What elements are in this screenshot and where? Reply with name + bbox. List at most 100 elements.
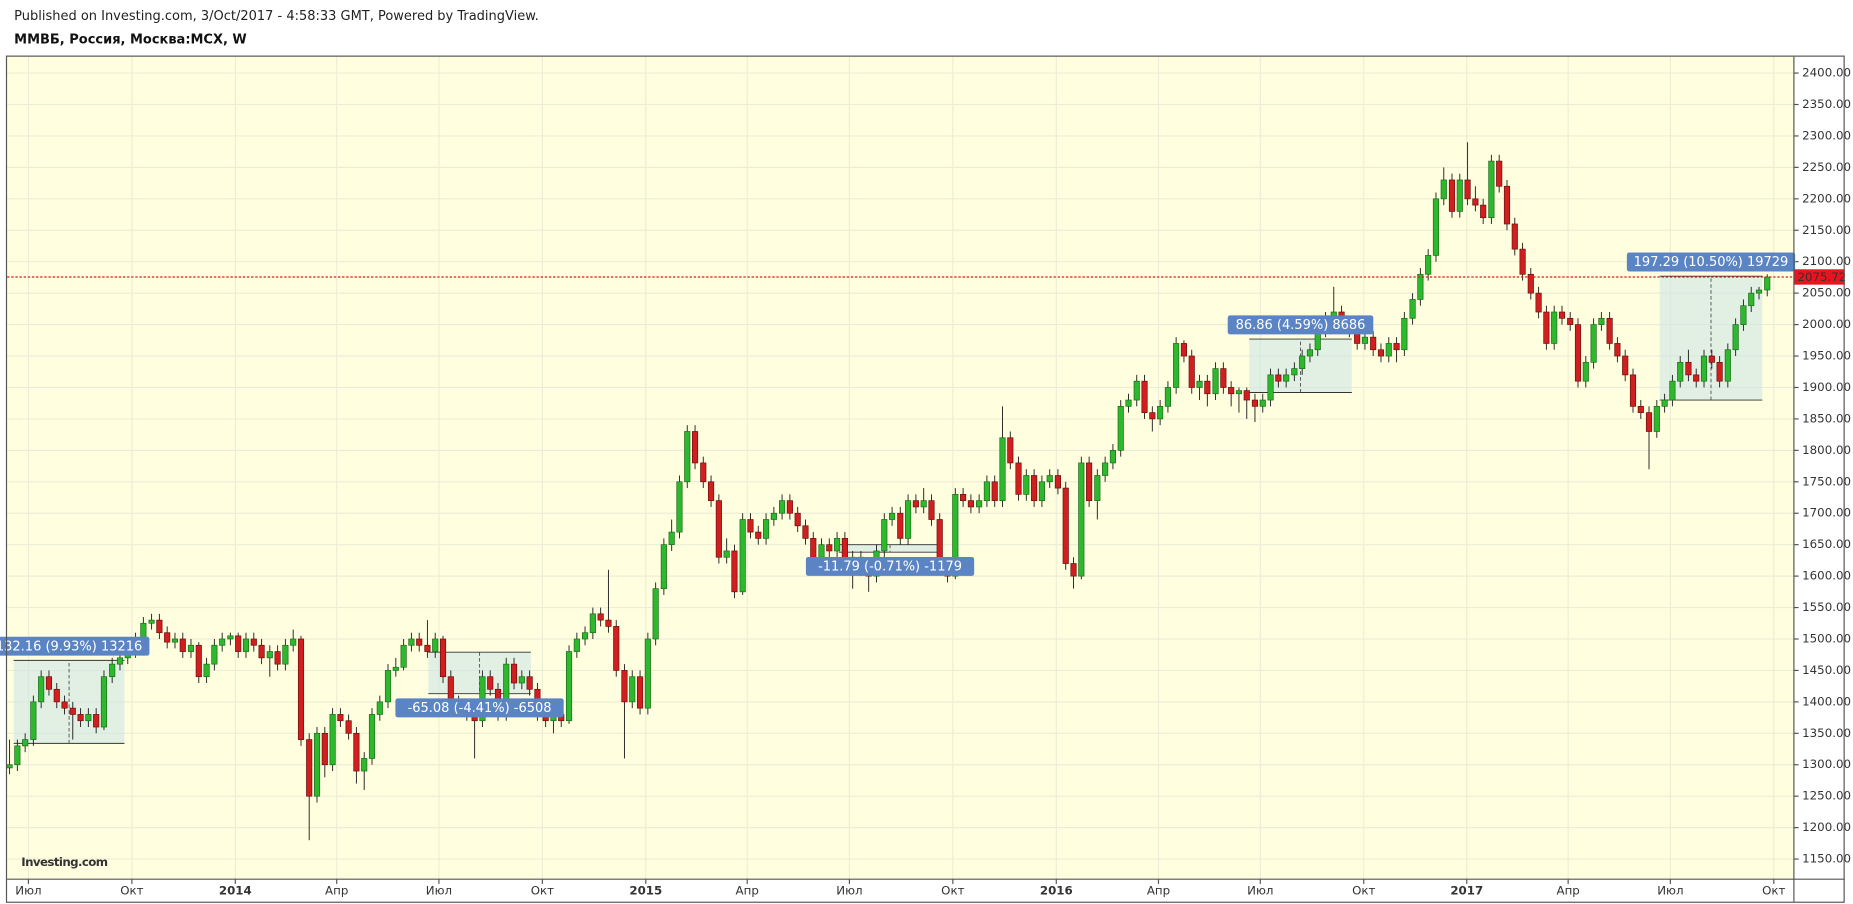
candle-body (156, 619, 163, 634)
candle-body (1535, 292, 1542, 313)
candle-body (1173, 343, 1180, 388)
candle-body (818, 544, 825, 558)
candle-body (1637, 405, 1644, 413)
candle-body (1299, 355, 1306, 369)
candle-body (1661, 399, 1668, 407)
candle-body (1188, 355, 1195, 388)
y-tick-label: 1200.00 (1802, 820, 1851, 834)
candle-body (53, 688, 60, 703)
candle-body (1125, 399, 1132, 407)
candle-body (810, 538, 817, 558)
y-tick-label: 1800.00 (1802, 443, 1851, 457)
candle-body (1417, 273, 1424, 300)
candle-body (1496, 160, 1503, 187)
candle-body (636, 676, 644, 709)
candle-body (1157, 405, 1164, 420)
y-tick-label: 2300.00 (1802, 128, 1851, 142)
candle-body (936, 519, 943, 564)
candle-body (6, 764, 13, 769)
candle-body (93, 714, 100, 728)
candle-body (589, 613, 596, 634)
measure-label: 132.16 (9.93%) 13216 (0, 639, 142, 654)
candle-body (1141, 380, 1148, 413)
y-tick-label: 1700.00 (1802, 506, 1851, 520)
candle-body (345, 720, 352, 734)
candle-body (762, 519, 770, 539)
y-tick-label: 2000.00 (1802, 317, 1851, 331)
candle-body (1519, 248, 1526, 275)
candle-body (69, 707, 76, 715)
candle-body (629, 676, 636, 703)
candle-body (707, 481, 715, 502)
candle-body (1511, 223, 1518, 250)
candle-body (1685, 361, 1692, 376)
candle-body (1015, 462, 1022, 495)
candle-body (1488, 160, 1495, 219)
candle-body (1440, 179, 1447, 200)
candle-body (250, 638, 257, 646)
candle-body (1551, 311, 1558, 344)
last-price-label: 2075.72 (1797, 270, 1846, 284)
candle-body (1149, 412, 1156, 420)
grid (7, 56, 1794, 880)
candle-body (731, 550, 738, 593)
candle-body (1606, 317, 1613, 344)
measure-label-bg (0, 636, 150, 656)
candle-body (1582, 361, 1589, 382)
candle-body (1740, 305, 1747, 325)
candle-body (715, 500, 722, 558)
candle-body (1480, 204, 1487, 219)
candle-body (928, 500, 935, 520)
candle-body (85, 714, 92, 722)
candle-body (1622, 355, 1629, 376)
candle-body (1653, 405, 1660, 432)
y-tick-label: 2350.00 (1802, 97, 1851, 111)
candle-body (1212, 368, 1219, 395)
x-tick-label: 2017 (1450, 884, 1483, 898)
candle-body (660, 544, 667, 590)
candle-body (747, 519, 754, 533)
candle-body (179, 638, 186, 652)
y-tick-label: 2050.00 (1802, 286, 1851, 300)
candle-body (171, 638, 179, 643)
x-tick-label: Окт (941, 884, 964, 898)
candle-body (967, 500, 974, 508)
x-tick-label: Окт (531, 884, 554, 898)
candle-body (1669, 380, 1676, 401)
candle-body (187, 644, 195, 652)
candle-body (1109, 449, 1116, 464)
x-tick-label: 2014 (219, 884, 252, 898)
candle-body (723, 550, 730, 558)
candle-body (897, 512, 904, 539)
candle-body (1432, 198, 1440, 256)
candle-body (983, 481, 990, 502)
candle-body (116, 657, 124, 665)
x-tick-label: Апр (325, 884, 348, 898)
candle-body (1456, 179, 1463, 212)
candle-body (1716, 361, 1723, 382)
candle-body (1393, 343, 1400, 351)
candle-body (889, 512, 896, 520)
y-tick-label: 1750.00 (1802, 474, 1851, 488)
candle-body (258, 644, 265, 659)
candle-body (400, 644, 407, 668)
candle-body (337, 714, 344, 722)
candle-body (952, 494, 959, 577)
candle-body (1558, 311, 1566, 319)
candle-body (1007, 437, 1014, 464)
candle-body (274, 651, 281, 665)
measure-box (838, 544, 942, 553)
candle-body (1283, 374, 1290, 382)
candle-body (802, 525, 809, 539)
last-price-tag (1793, 269, 1845, 285)
candle-body (61, 701, 68, 709)
candle-body (329, 714, 336, 766)
candle-body (282, 644, 289, 665)
y-tick-label: 2250.00 (1802, 160, 1851, 174)
candle-body (392, 666, 399, 671)
candle-body (794, 512, 801, 527)
candle-body (447, 676, 454, 703)
candle-body (1377, 349, 1385, 357)
candle-body (1133, 380, 1140, 401)
candle-body (668, 531, 675, 546)
